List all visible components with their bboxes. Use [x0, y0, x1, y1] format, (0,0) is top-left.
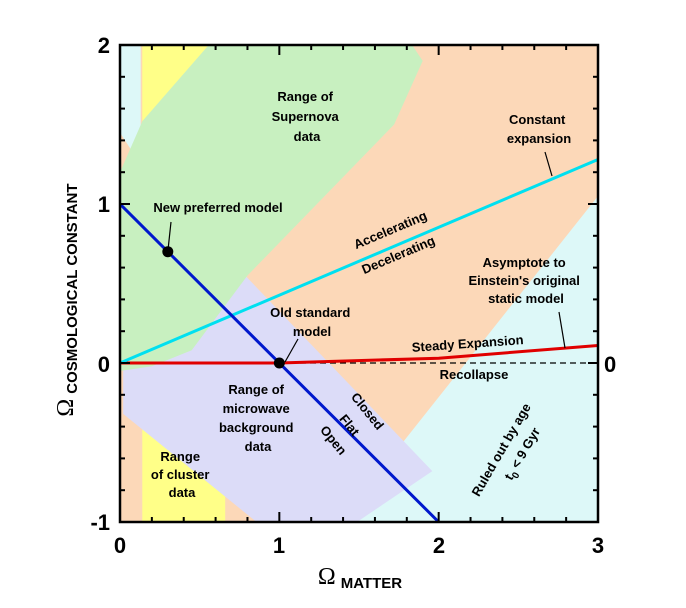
old-model-point	[273, 357, 285, 369]
constant-expansion-leader	[544, 151, 553, 177]
new-model-label: New preferred model	[153, 200, 282, 215]
x-tick-label: 2	[433, 533, 445, 558]
asymptote-label: Asymptote to Einstein's original static …	[468, 255, 583, 306]
asymptote-leader	[558, 311, 566, 349]
accelerating-decelerating-line	[120, 158, 598, 365]
y-tick-label: 2	[98, 33, 110, 58]
new-model-point	[162, 246, 174, 258]
y-tick-label: 1	[98, 192, 110, 217]
y-axis-title: ΩCOSMOLOGICAL CONSTANT	[53, 183, 81, 416]
supernova-region	[120, 45, 423, 371]
age-excluded-corner	[120, 45, 141, 165]
age-excluded-region	[339, 196, 598, 522]
cluster-label: Range of cluster data	[151, 449, 213, 500]
plot-frame	[118, 43, 600, 524]
x-axis-title: Ω MATTER	[318, 564, 402, 592]
new-model-leader	[167, 221, 172, 251]
x-tick-label: 3	[592, 533, 604, 558]
y-tick-label: 0	[98, 352, 110, 377]
constant-expansion-label: Constant expansion	[507, 112, 571, 146]
old-model-leader	[284, 338, 299, 363]
right-zero-label: 0	[604, 352, 616, 377]
x-tick-label: 1	[273, 533, 285, 558]
old-model-label: Old standard model	[270, 305, 354, 339]
y-tick-label: -1	[90, 510, 110, 535]
tick-marks	[119, 44, 598, 523]
plot-regions	[120, 45, 598, 522]
x-tick-label: 0	[114, 533, 126, 558]
supernova-label: Range of Supernova data	[272, 89, 343, 144]
steady-expansion-line	[120, 344, 598, 365]
microwave-label: Range of microwave background data	[219, 382, 297, 454]
recollapse-label: Recollapse	[440, 367, 509, 382]
